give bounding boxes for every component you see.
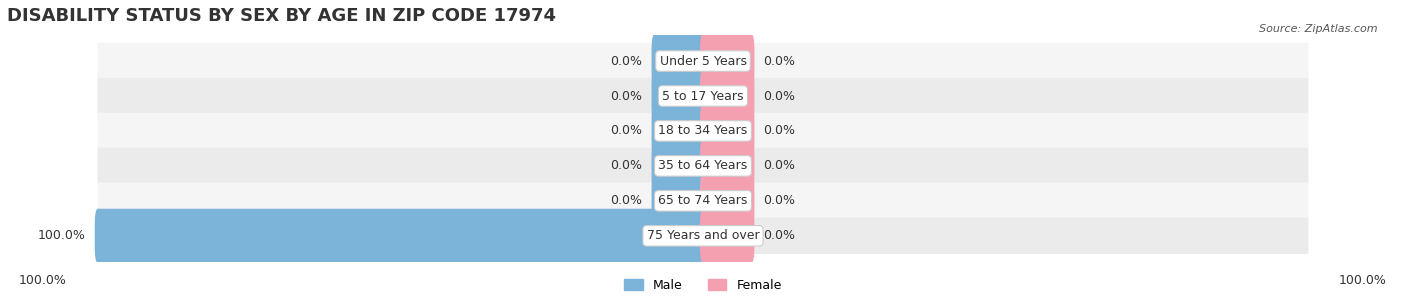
Text: 65 to 74 Years: 65 to 74 Years (658, 194, 748, 207)
FancyBboxPatch shape (651, 104, 706, 158)
Text: 100.0%: 100.0% (38, 229, 86, 242)
FancyBboxPatch shape (700, 139, 755, 193)
Text: 0.0%: 0.0% (610, 194, 643, 207)
Text: 0.0%: 0.0% (763, 55, 796, 67)
Text: 100.0%: 100.0% (20, 274, 67, 287)
Text: 18 to 34 Years: 18 to 34 Years (658, 124, 748, 138)
Text: 35 to 64 Years: 35 to 64 Years (658, 160, 748, 172)
FancyBboxPatch shape (700, 69, 755, 123)
Text: 0.0%: 0.0% (610, 55, 643, 67)
FancyBboxPatch shape (651, 174, 706, 228)
Text: 0.0%: 0.0% (763, 89, 796, 102)
FancyBboxPatch shape (651, 34, 706, 88)
Text: 100.0%: 100.0% (1339, 274, 1386, 287)
Text: 0.0%: 0.0% (763, 160, 796, 172)
FancyBboxPatch shape (94, 209, 706, 263)
Text: Under 5 Years: Under 5 Years (659, 55, 747, 67)
FancyBboxPatch shape (651, 139, 706, 193)
Legend: Male, Female: Male, Female (619, 274, 787, 297)
FancyBboxPatch shape (700, 174, 755, 228)
FancyBboxPatch shape (700, 104, 755, 158)
Text: 0.0%: 0.0% (763, 194, 796, 207)
Text: 0.0%: 0.0% (610, 160, 643, 172)
Text: DISABILITY STATUS BY SEX BY AGE IN ZIP CODE 17974: DISABILITY STATUS BY SEX BY AGE IN ZIP C… (7, 7, 555, 25)
Text: Source: ZipAtlas.com: Source: ZipAtlas.com (1260, 24, 1378, 34)
FancyBboxPatch shape (97, 218, 1309, 254)
Text: 0.0%: 0.0% (610, 124, 643, 138)
FancyBboxPatch shape (97, 148, 1309, 184)
Text: 75 Years and over: 75 Years and over (647, 229, 759, 242)
FancyBboxPatch shape (700, 209, 755, 263)
FancyBboxPatch shape (700, 34, 755, 88)
Text: 0.0%: 0.0% (763, 229, 796, 242)
Text: 5 to 17 Years: 5 to 17 Years (662, 89, 744, 102)
FancyBboxPatch shape (97, 78, 1309, 114)
FancyBboxPatch shape (97, 43, 1309, 79)
Text: 0.0%: 0.0% (610, 89, 643, 102)
FancyBboxPatch shape (651, 69, 706, 123)
FancyBboxPatch shape (97, 113, 1309, 149)
FancyBboxPatch shape (97, 183, 1309, 219)
Text: 0.0%: 0.0% (763, 124, 796, 138)
